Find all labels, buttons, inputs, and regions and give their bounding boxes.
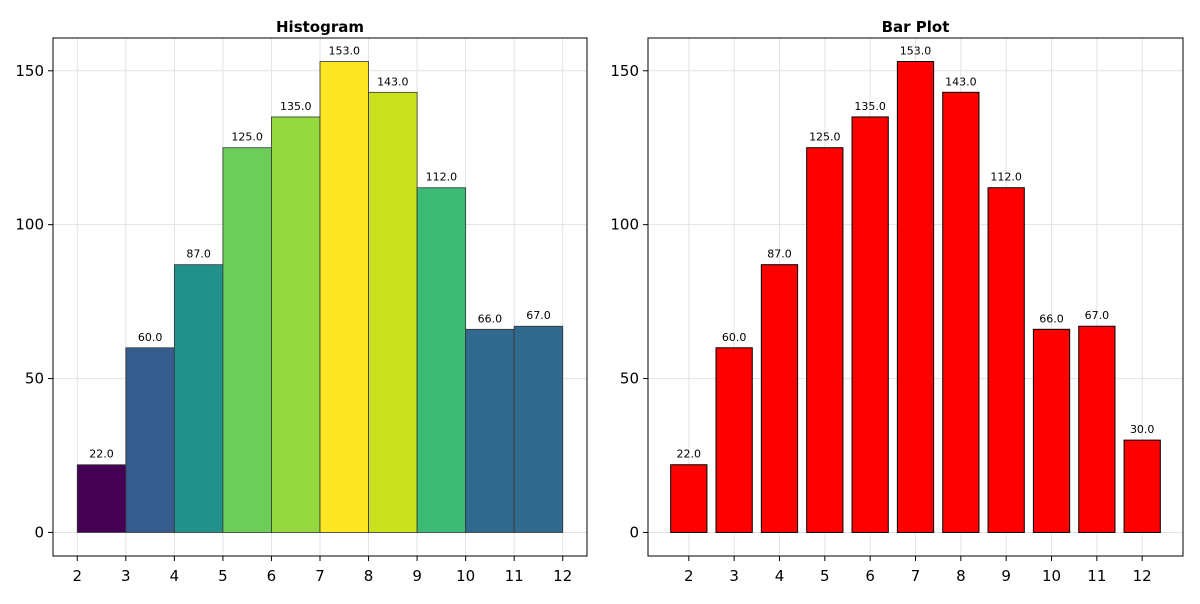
chart-title: Bar Plot bbox=[882, 18, 950, 36]
bar bbox=[942, 91, 980, 533]
data-label: 87.0 bbox=[186, 248, 211, 261]
bar bbox=[173, 264, 224, 533]
bar bbox=[271, 116, 321, 533]
chart-1: Histogram 0 50 100 150 2 3 4 5 6 7 8 9 10 11 12 22.0 60.0… bbox=[15, 18, 588, 585]
bar bbox=[125, 347, 175, 533]
bar bbox=[222, 147, 272, 533]
x-tick-label: 3 bbox=[729, 567, 739, 585]
y-tick-label: 100 bbox=[15, 216, 44, 234]
x-tick-label: 2 bbox=[72, 567, 82, 585]
data-label: 135.0 bbox=[280, 100, 312, 113]
x-tick-label: 7 bbox=[315, 567, 325, 585]
data-label: 87.0 bbox=[767, 248, 792, 261]
data-label: 66.0 bbox=[478, 312, 503, 325]
bar bbox=[368, 91, 418, 533]
data-label: 135.0 bbox=[854, 100, 886, 113]
plot-frame bbox=[647, 37, 1184, 557]
data-label: 22.0 bbox=[677, 448, 702, 461]
x-tick-label: 2 bbox=[684, 567, 694, 585]
bar bbox=[987, 187, 1025, 533]
data-label: 67.0 bbox=[526, 309, 551, 322]
x-tick-label: 11 bbox=[1087, 567, 1106, 585]
bar bbox=[806, 147, 844, 533]
bar bbox=[1078, 325, 1116, 533]
y-tick-label: 0 bbox=[629, 523, 639, 541]
x-tick-label: 5 bbox=[218, 567, 228, 585]
x-tick-label: 11 bbox=[505, 567, 524, 585]
data-label: 125.0 bbox=[231, 131, 263, 144]
plot-frame bbox=[52, 37, 588, 557]
y-tick-label: 150 bbox=[15, 62, 44, 80]
x-tick-label: 8 bbox=[956, 567, 966, 585]
x-tick-label: 5 bbox=[820, 567, 830, 585]
data-label: 112.0 bbox=[990, 171, 1022, 184]
x-tick-label: 4 bbox=[170, 567, 180, 585]
data-label: 67.0 bbox=[1085, 309, 1110, 322]
data-label: 30.0 bbox=[1130, 423, 1155, 436]
x-tick-label: 6 bbox=[267, 567, 277, 585]
bar bbox=[896, 61, 935, 533]
chart-title: Histogram bbox=[276, 18, 364, 36]
data-label: 112.0 bbox=[426, 171, 458, 184]
bar bbox=[513, 325, 564, 533]
x-tick-label: 10 bbox=[1042, 567, 1061, 585]
data-label: 143.0 bbox=[945, 75, 977, 88]
bar bbox=[76, 464, 127, 533]
x-tick-label: 7 bbox=[911, 567, 921, 585]
y-tick-label: 50 bbox=[25, 370, 44, 388]
x-tick-label: 9 bbox=[1001, 567, 1011, 585]
x-tick-label: 12 bbox=[553, 567, 572, 585]
bar bbox=[670, 464, 708, 533]
y-tick-label: 0 bbox=[34, 523, 44, 541]
y-tick-label: 100 bbox=[610, 216, 639, 234]
bar bbox=[1123, 439, 1161, 533]
data-label: 60.0 bbox=[722, 331, 747, 344]
x-tick-label: 10 bbox=[456, 567, 475, 585]
data-label: 143.0 bbox=[377, 75, 409, 88]
bar bbox=[465, 328, 515, 533]
bar bbox=[851, 116, 889, 533]
bar bbox=[715, 347, 753, 533]
y-tick-label: 150 bbox=[610, 62, 639, 80]
data-label: 60.0 bbox=[138, 331, 163, 344]
data-label: 153.0 bbox=[900, 45, 932, 58]
x-tick-label: 12 bbox=[1133, 567, 1152, 585]
bar bbox=[760, 264, 799, 533]
bar bbox=[416, 187, 467, 533]
bar bbox=[1032, 328, 1071, 533]
x-tick-label: 8 bbox=[364, 567, 374, 585]
x-tick-label: 4 bbox=[775, 567, 785, 585]
data-label: 66.0 bbox=[1039, 312, 1064, 325]
x-tick-label: 9 bbox=[412, 567, 422, 585]
data-label: 22.0 bbox=[89, 448, 114, 461]
chart-2: Bar Plot 0 50 100 150 2 3 4 5 6 7 8 9 10 11 12 22.0 60.0 8… bbox=[610, 18, 1184, 585]
bar bbox=[319, 61, 369, 533]
data-label: 153.0 bbox=[329, 45, 361, 58]
data-label: 125.0 bbox=[809, 131, 841, 144]
y-tick-label: 50 bbox=[620, 370, 639, 388]
x-tick-label: 6 bbox=[865, 567, 875, 585]
x-tick-label: 3 bbox=[121, 567, 131, 585]
